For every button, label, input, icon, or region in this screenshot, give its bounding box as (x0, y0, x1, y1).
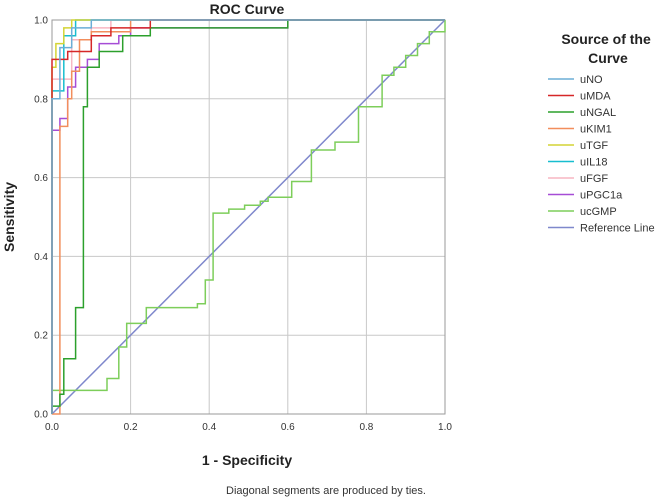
legend: Source of the Curve uNO uMDA uNGAL uKIM1 uTG… (548, 31, 655, 235)
legend-label: uTGF (580, 140, 608, 152)
y-tick-label: 0.0 (34, 410, 48, 421)
y-tick-label: 1.0 (34, 16, 48, 27)
y-tick-label: 0.2 (34, 331, 48, 342)
legend-items: uNO uMDA uNGAL uKIM1 uTGF uIL18 uFGF uPGC1a ucGM… (548, 74, 655, 235)
legend-title-line-2: Curve (588, 50, 628, 66)
legend-item-uil18: uIL18 (548, 157, 608, 169)
legend-label: uMDA (580, 91, 611, 103)
legend-item-ukim1: uKIM1 (548, 124, 612, 136)
y-axis-label: Sensitivity (1, 182, 17, 252)
series-line-ungal (51, 19, 445, 414)
legend-label: Reference Line (580, 223, 655, 235)
svg-text:Source of the Curve: Source of the Curve (561, 31, 654, 66)
y-tick-label: 0.6 (34, 173, 48, 184)
x-tick-label: 0.8 (359, 422, 373, 433)
legend-label: uPGC1a (580, 190, 623, 202)
legend-label: uNO (580, 74, 603, 86)
x-tick-label: 0.6 (281, 422, 295, 433)
series-line-reference-line (51, 19, 446, 415)
legend-item-ucgmp: ucGMP (548, 206, 617, 218)
footnote: Diagonal segments are produced by ties. (226, 485, 426, 497)
x-tick-label: 0.0 (45, 422, 59, 433)
legend-title-line-1: Source of the (561, 31, 651, 47)
series-line-ukim1 (52, 19, 445, 415)
legend-item-upgc1a: uPGC1a (548, 190, 623, 202)
y-tick-label: 0.8 (34, 94, 48, 105)
legend-item-umda: uMDA (548, 91, 611, 103)
series-line-utgf (51, 19, 445, 414)
legend-item-ungal: uNGAL (548, 107, 616, 119)
legend-item-uno: uNO (548, 74, 603, 86)
series-layer (51, 19, 446, 415)
chart-title: ROC Curve (210, 1, 285, 17)
series-line-umda (51, 19, 445, 414)
legend-item-utgf: uTGF (548, 140, 608, 152)
legend-item-reference-line: Reference Line (548, 223, 655, 235)
legend-label: uKIM1 (580, 124, 612, 136)
tick-labels: 0.0 0.2 0.4 0.6 0.8 1.0 0.0 0.2 0.4 0.6 0.8 1.0 (34, 16, 452, 434)
series-line-ucgmp (51, 20, 446, 414)
legend-label: ucGMP (580, 206, 617, 218)
legend-label: uFGF (580, 173, 608, 185)
grid-lines (52, 20, 445, 414)
legend-item-ufgf: uFGF (548, 173, 608, 185)
legend-label: uNGAL (580, 107, 616, 119)
x-tick-label: 0.4 (202, 422, 216, 433)
legend-label: uIL18 (580, 157, 608, 169)
x-tick-label: 1.0 (438, 422, 452, 433)
x-axis-label: 1 - Specificity (202, 452, 292, 468)
series-line-uno (51, 19, 445, 414)
x-tick-label: 0.2 (124, 422, 138, 433)
y-tick-label: 0.4 (34, 252, 48, 263)
